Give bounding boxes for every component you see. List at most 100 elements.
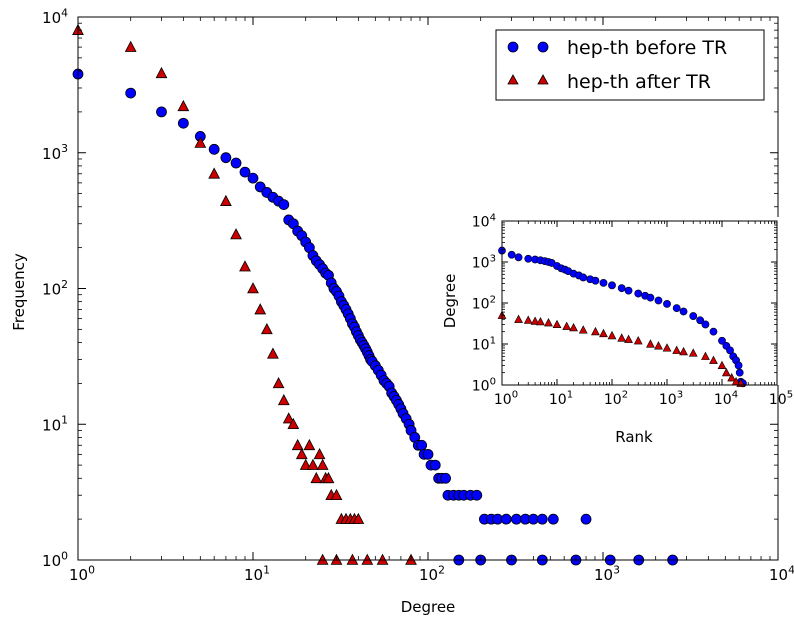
inset-y-tick-label-0: 100 <box>472 376 496 394</box>
main-point-0-1 <box>125 87 137 99</box>
main-point-1-14 <box>277 393 290 406</box>
main-point-0-7 <box>230 157 242 169</box>
inset-y-axis-label: Degree <box>441 274 459 329</box>
inset-point-0-27 <box>672 304 681 313</box>
inset-point-1-11 <box>599 328 608 338</box>
main-point-1-37 <box>361 553 374 565</box>
main-x-axis-label: Degree <box>401 598 456 616</box>
inset-point-1-9 <box>578 325 588 334</box>
main-point-0-88 <box>580 513 592 525</box>
legend-marker-before-1 <box>507 41 519 53</box>
inset-point-0-39 <box>735 368 744 377</box>
main-point-1-6 <box>220 194 232 206</box>
main-point-0-86 <box>536 513 548 525</box>
main-point-0-72 <box>440 472 451 484</box>
main-series-1 <box>72 23 417 565</box>
inset-point-0-38 <box>734 361 743 370</box>
inset-axes: 100 101 102 103 104 105 100 101 102 103 104 <box>472 212 793 408</box>
main-point-1-26 <box>322 471 335 484</box>
main-point-0-85 <box>527 513 539 525</box>
main-x-tick-label-3: 103 <box>594 563 620 584</box>
main-point-0-9 <box>247 172 259 184</box>
legend-box <box>495 29 765 101</box>
inset-point-1-4 <box>536 316 545 326</box>
main-point-1-34 <box>316 553 329 565</box>
inset-x-tick-label-1: 101 <box>549 390 573 408</box>
legend-marker-before-2 <box>537 41 549 53</box>
inset-point-0-2 <box>514 253 523 262</box>
main-point-1-38 <box>376 553 389 565</box>
main-point-1-12 <box>267 347 279 359</box>
inset-point-0-1 <box>507 250 516 259</box>
inset-plot <box>497 246 747 388</box>
inset-point-1-6 <box>552 319 562 329</box>
inset-point-1-25 <box>721 367 731 377</box>
inset-y-tick-label-4: 104 <box>472 212 496 230</box>
inset-point-1-26 <box>727 373 737 382</box>
main-y-tick-label-3: 103 <box>42 142 68 163</box>
main-x-tick-label-1: 101 <box>244 563 270 584</box>
inset-point-1-21 <box>688 348 698 357</box>
inset-y-tick-label-2: 102 <box>472 294 496 312</box>
main-plot <box>72 23 679 566</box>
main-point-1-28 <box>330 488 343 501</box>
inset-point-0-30 <box>696 316 705 325</box>
inset-point-1-12 <box>607 330 617 340</box>
inset-point-1-23 <box>709 355 718 364</box>
main-point-0-87 <box>547 513 559 525</box>
inset-x-tick-label-0: 100 <box>494 390 518 408</box>
inset-point-0-29 <box>689 312 698 320</box>
inset-point-1-15 <box>633 336 643 345</box>
inset-point-0-32 <box>709 327 718 336</box>
main-point-1-22 <box>310 471 323 484</box>
main-point-1-13 <box>272 377 285 389</box>
main-point-0-83 <box>511 513 522 525</box>
main-point-1-36 <box>346 553 359 565</box>
inset-x-axis-label: Rank <box>615 428 653 446</box>
main-y-tick-label-1: 101 <box>42 414 68 435</box>
inset-y-tick-label-1: 101 <box>472 335 496 353</box>
inset-point-1-3 <box>530 316 540 325</box>
main-point-1-2 <box>155 66 168 79</box>
inset-point-0-24 <box>646 293 655 302</box>
main-y-axis-label: Frequency <box>10 253 28 331</box>
main-point-0-6 <box>220 152 232 164</box>
main-point-1-8 <box>239 260 251 272</box>
inset-point-1-19 <box>672 345 682 354</box>
main-point-1-10 <box>254 303 267 315</box>
inset-point-0-17 <box>591 276 600 285</box>
inset-point-1-1 <box>514 314 523 323</box>
main-point-0-2 <box>156 106 167 118</box>
main-point-1-3 <box>177 99 190 112</box>
main-y-tick-label-0: 100 <box>42 549 68 570</box>
inset-point-0-3 <box>524 254 533 263</box>
inset-point-0-22 <box>634 289 643 298</box>
inset-point-0-21 <box>624 286 633 295</box>
main-point-0-5 <box>208 143 220 155</box>
main-point-1-20 <box>303 438 316 451</box>
legend: hep-th before TR hep-th after TR <box>495 29 765 101</box>
main-point-1-16 <box>287 417 300 430</box>
legend-label-before: hep-th before TR <box>567 37 727 59</box>
main-point-1-33 <box>352 512 365 524</box>
main-point-1-19 <box>299 458 312 470</box>
inset-point-1-17 <box>654 341 663 350</box>
inset-point-1-2 <box>523 315 533 324</box>
main-point-0-8 <box>239 166 251 178</box>
inset-point-1-24 <box>717 360 727 370</box>
main-point-1-23 <box>313 448 326 460</box>
inset-point-0-19 <box>608 281 616 290</box>
main-point-1-24 <box>316 458 329 470</box>
main-point-1-11 <box>260 323 273 335</box>
main-point-1-9 <box>247 282 259 294</box>
inset-point-0-20 <box>617 284 626 293</box>
main-point-1-15 <box>282 412 295 424</box>
main-x-tick-label-0: 100 <box>69 563 95 584</box>
inset-x-tick-label-4: 104 <box>714 390 738 408</box>
inset-point-0-31 <box>701 320 710 329</box>
inset-point-1-22 <box>701 351 710 360</box>
main-x-tick-label-4: 104 <box>769 563 794 584</box>
inset-point-1-10 <box>591 326 600 336</box>
main-y-tick-label-4: 104 <box>42 6 68 27</box>
